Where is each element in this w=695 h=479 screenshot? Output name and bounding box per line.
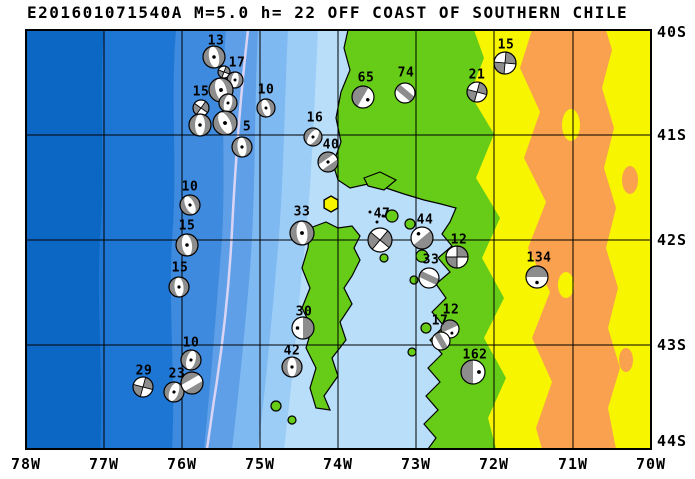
focal-mechanism-ball <box>351 85 375 109</box>
small-island <box>287 415 297 425</box>
focal-mechanism-ball <box>445 245 469 269</box>
lat-tick-label: 42S <box>657 231 688 249</box>
small-island <box>404 218 416 230</box>
depth-label: 47 <box>373 206 391 222</box>
focal-mechanism-ball <box>163 381 185 403</box>
focal-mechanism-ball <box>192 99 210 117</box>
lon-tick-label: 72W <box>478 455 510 473</box>
depth-label: 40 <box>322 137 340 153</box>
depth-label: 17 <box>228 55 246 71</box>
depth-label: 33 <box>422 252 440 268</box>
lon-tick-label: 70W <box>635 455 667 473</box>
lat-tick-label: 44S <box>657 432 688 450</box>
lon-tick-label: 74W <box>322 455 354 473</box>
depth-label: 5 <box>242 119 252 135</box>
depth-label: 65 <box>357 70 375 86</box>
depth-label: 162 <box>462 347 488 363</box>
depth-label: 17 <box>431 313 449 329</box>
focal-mechanism-ball <box>281 356 303 378</box>
chiloe-island <box>301 221 361 411</box>
lat-tick-label: 40S <box>657 23 688 41</box>
depth-label: 44 <box>416 212 434 228</box>
depth-label: 23 <box>168 366 186 382</box>
depth-label: 33 <box>293 204 311 220</box>
depth-label: 10 <box>182 335 200 351</box>
depth-label: 42 <box>283 343 301 359</box>
depth-label: 12 <box>442 302 460 318</box>
focal-mechanism-ball <box>460 359 486 385</box>
lon-tick-label: 76W <box>166 455 198 473</box>
focal-mechanism-ball <box>410 226 434 250</box>
focal-mechanism-ball <box>256 98 276 118</box>
depth-label: 10 <box>257 82 275 98</box>
peninsula <box>363 171 398 191</box>
depth-label: 16 <box>306 110 324 126</box>
focal-mechanism-ball <box>317 151 339 173</box>
lon-tick-label: 73W <box>400 455 432 473</box>
depth-label: 15 <box>192 84 210 100</box>
lon-tick-label: 78W <box>10 455 42 473</box>
trench-line <box>205 30 250 449</box>
focal-mechanism-ball <box>431 331 451 351</box>
focal-mechanism-ball <box>212 110 238 136</box>
focal-mechanism-ball <box>168 276 190 298</box>
focal-mechanism-ball <box>202 45 226 69</box>
depth-label: 15 <box>171 260 189 276</box>
focal-mechanism-ball <box>303 127 323 147</box>
depth-label: 15 <box>497 37 515 53</box>
depth-label: 29 <box>135 363 153 379</box>
epicenter-marker <box>323 195 339 213</box>
depth-label: 30 <box>295 304 313 320</box>
map-border <box>25 29 652 450</box>
focal-mechanism-ball <box>180 371 204 395</box>
focal-mechanism-ball <box>289 220 315 246</box>
depth-label: 134 <box>526 250 552 266</box>
depth-label: 15 <box>178 218 196 234</box>
focal-mechanism-ball <box>180 349 202 371</box>
depth-label: 13 <box>207 33 225 49</box>
depth-label: 21 <box>468 67 486 83</box>
small-island <box>379 253 389 263</box>
focal-mechanism-ball <box>466 81 488 103</box>
depth-label: 74 <box>397 65 415 81</box>
lon-tick-label: 75W <box>244 455 276 473</box>
focal-mechanism-ball <box>175 233 199 257</box>
lon-tick-label: 71W <box>557 455 589 473</box>
focal-mechanism-ball <box>367 227 393 253</box>
page-title: E201601071540A M=5.0 h= 22 OFF COAST OF … <box>27 3 629 22</box>
focal-mechanism-ball <box>231 136 253 158</box>
focal-mechanism-ball <box>418 267 440 289</box>
small-island <box>385 209 399 223</box>
focal-mechanism-ball <box>525 265 549 289</box>
depth-label: 10 <box>181 179 199 195</box>
focal-mechanism-ball <box>188 113 212 137</box>
focal-mechanism-ball <box>132 376 154 398</box>
small-island <box>420 322 432 334</box>
lat-tick-label: 43S <box>657 336 688 354</box>
small-island <box>270 400 282 412</box>
lat-tick-label: 41S <box>657 126 688 144</box>
focal-mechanism-ball <box>493 51 517 75</box>
lon-tick-label: 77W <box>88 455 120 473</box>
focal-mechanism-ball <box>291 316 315 340</box>
focal-mechanism-ball <box>179 194 201 216</box>
depth-label: 12 <box>450 232 468 248</box>
focal-mechanism-ball <box>394 82 416 104</box>
